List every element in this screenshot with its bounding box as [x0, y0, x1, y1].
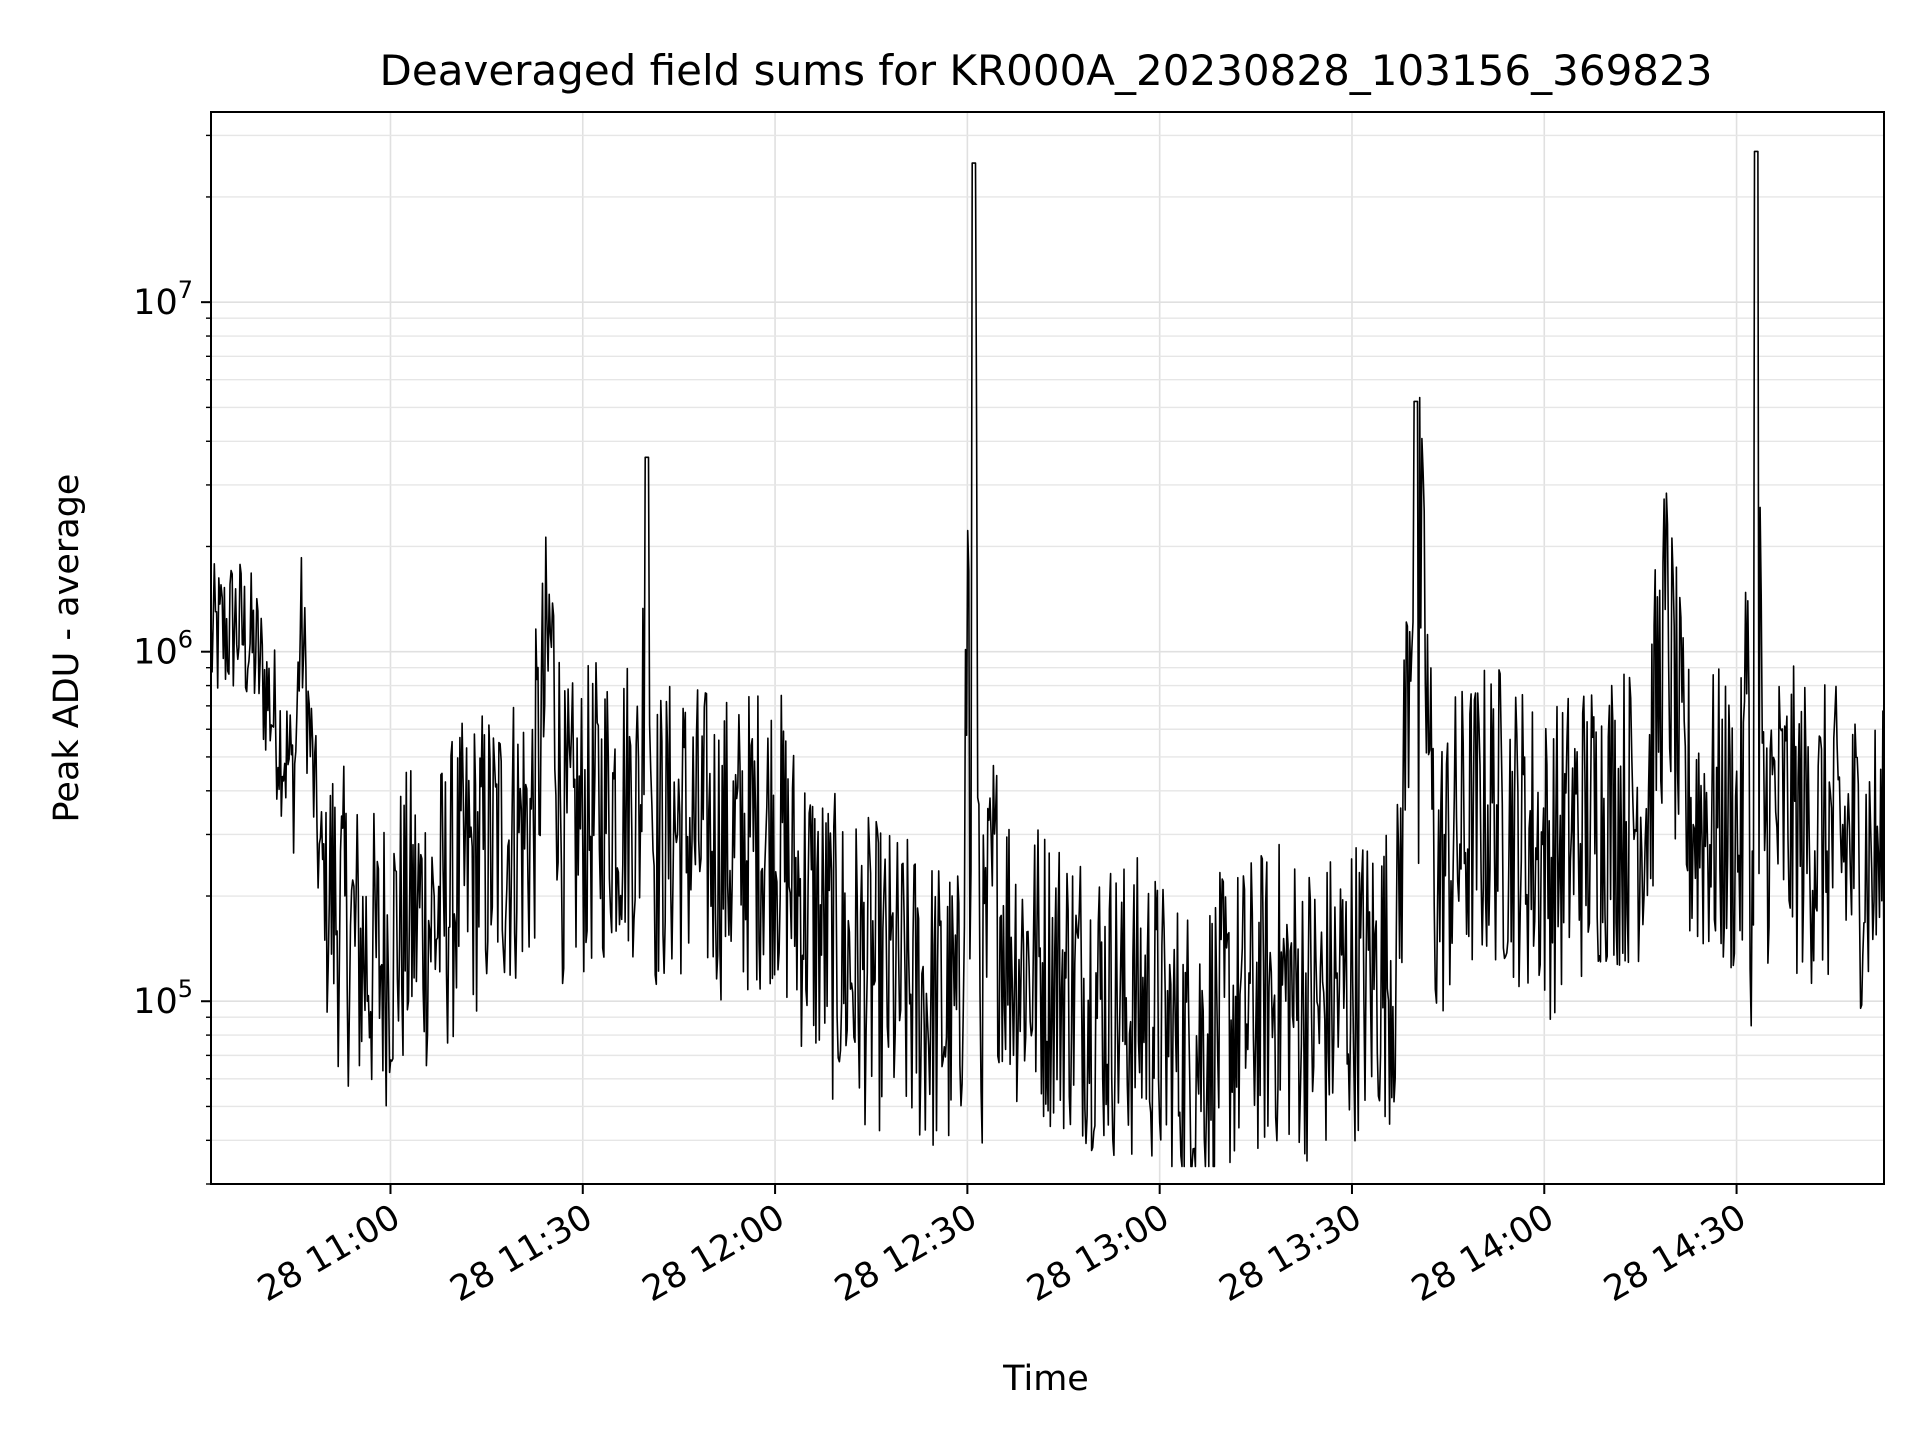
- y-tick-exponent: 6: [178, 626, 193, 654]
- chart-title: Deaveraged field sums for KR000A_2023082…: [380, 46, 1713, 95]
- y-tick-label: 105: [133, 975, 193, 1022]
- y-tick-base: 10: [133, 283, 178, 323]
- x-axis-label: Time: [1002, 1359, 1089, 1399]
- y-tick-base: 10: [133, 982, 178, 1022]
- y-tick-exponent: 7: [178, 276, 193, 304]
- y-axis-label: Peak ADU - average: [47, 474, 87, 823]
- series-line: [210, 150, 1885, 1168]
- y-tick-base: 10: [133, 633, 178, 673]
- y-tick-label: 107: [133, 276, 193, 323]
- y-tick-label: 106: [133, 626, 193, 673]
- y-tick-exponent: 5: [178, 975, 193, 1003]
- plot-frame: [210, 111, 1885, 1185]
